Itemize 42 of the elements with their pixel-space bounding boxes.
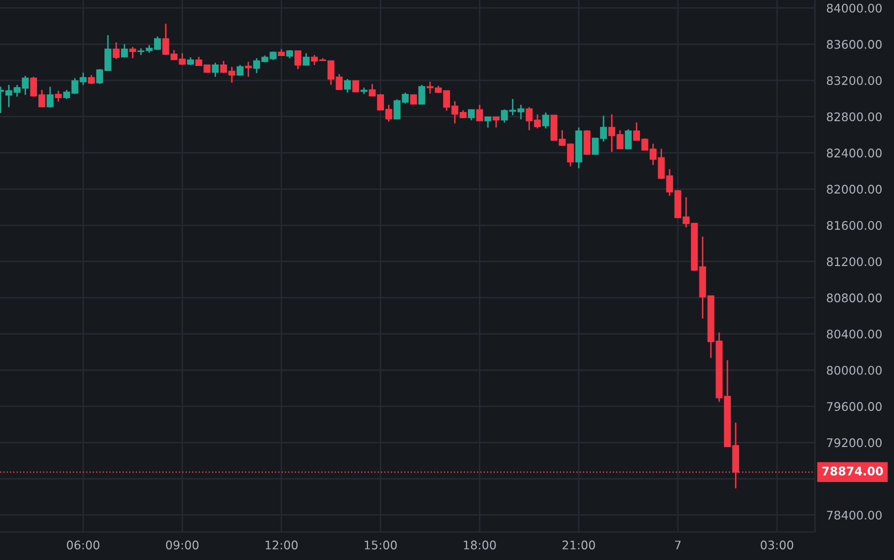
candlestick [244,61,252,78]
candlestick [112,42,120,60]
x-tick-label: 7 [675,540,681,550]
candlestick [294,50,302,70]
y-tick-label: 79600.00 [827,402,882,411]
candlestick [484,116,492,128]
x-tick-label: 18:00 [464,540,496,550]
candlestick [54,90,62,102]
y-tick-label: 80400.00 [826,330,882,339]
x-tick-label: 03:00 [760,540,794,550]
candlestick [542,112,550,130]
ref-line-label: 78874.00 [822,466,883,476]
candlestick [212,62,219,78]
y-tick-label: 83600.00 [826,40,882,49]
x-tick-label: 06:00 [66,540,100,550]
y-tick-label: 82800.00 [826,112,882,122]
candlestick [46,86,54,108]
y-tick-label: 78400.00 [827,510,882,520]
candlestick [344,78,351,94]
candlestick [121,43,128,58]
x-tick-label: 12:00 [266,540,298,550]
y-tick-label: 82400.00 [826,148,882,158]
candlestick [492,116,500,128]
y-tick-label: 81600.00 [826,220,882,230]
candlestick [129,46,136,59]
y-tick-label: 80800.00 [826,293,882,302]
y-tick-label: 84000.00 [826,4,882,13]
x-tick-label: 09:00 [166,540,198,550]
y-tick-label: 82000.00 [826,184,882,194]
y-tick-label: 79200.00 [827,438,882,448]
candlestick [624,128,632,150]
x-tick-label: 15:00 [364,540,397,550]
candlestick [302,52,310,66]
candlestick [236,64,244,77]
candlestick [418,84,426,106]
candlestick [88,74,95,85]
candlestick [476,104,484,122]
candlestick [584,130,590,156]
y-tick-label: 83200.00 [826,76,882,86]
x-tick-label: 21:00 [562,540,595,550]
y-tick-label: 80000.00 [826,366,882,375]
y-tick-label: 81200.00 [826,257,882,266]
